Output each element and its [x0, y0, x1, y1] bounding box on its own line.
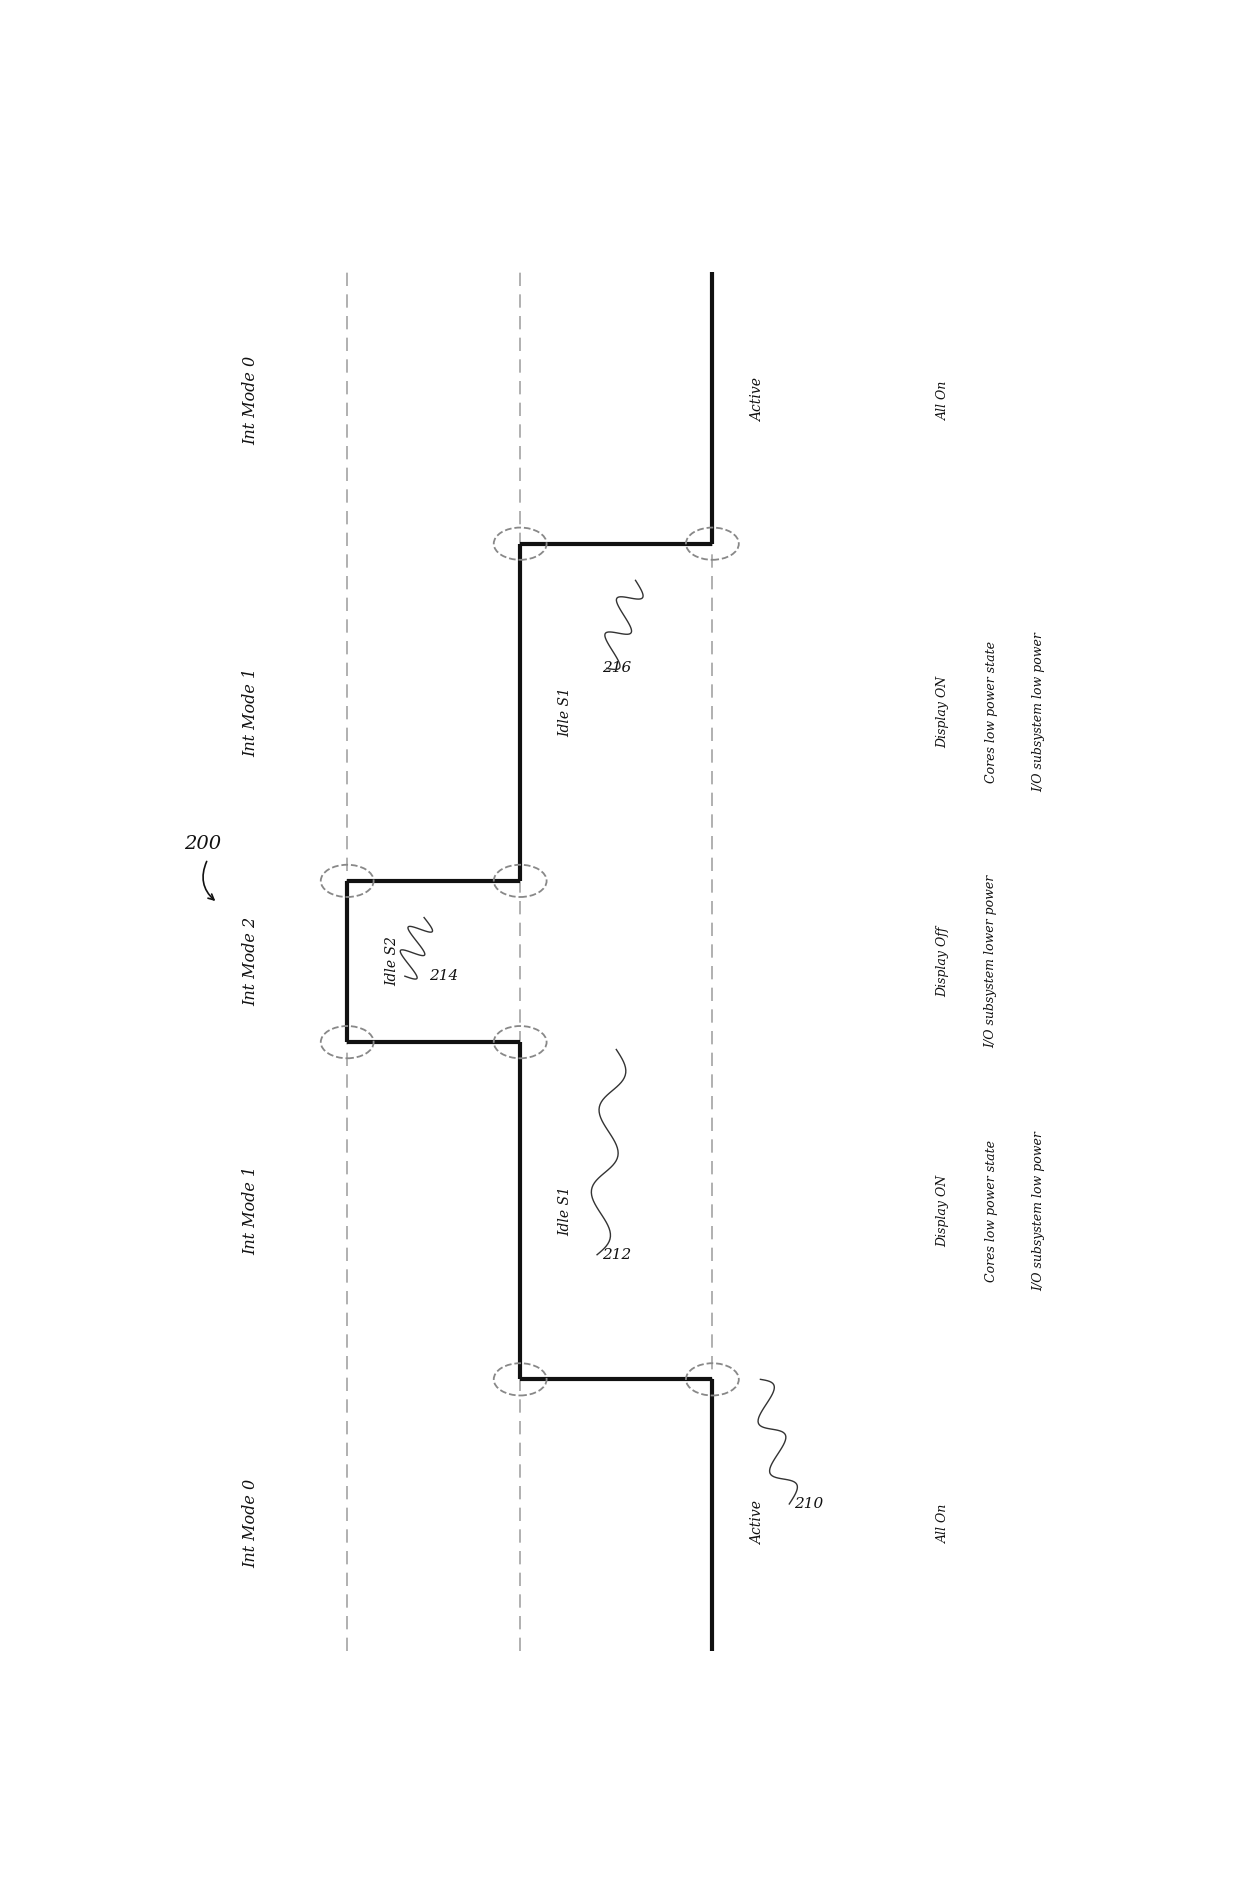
Text: Display ON: Display ON: [936, 1175, 950, 1247]
Text: Display ON: Display ON: [936, 676, 950, 748]
Text: Cores low power state: Cores low power state: [985, 642, 997, 783]
Text: All On: All On: [936, 381, 950, 419]
Text: Active: Active: [751, 1500, 765, 1544]
Text: Int Mode 1: Int Mode 1: [243, 1165, 259, 1255]
Text: Idle S2: Idle S2: [386, 937, 399, 986]
Text: 216: 216: [601, 661, 631, 676]
Text: Int Mode 1: Int Mode 1: [243, 668, 259, 758]
Text: 210: 210: [794, 1497, 823, 1512]
Text: I/O subsystem low power: I/O subsystem low power: [1033, 632, 1045, 792]
Text: All On: All On: [936, 1504, 950, 1542]
Text: Int Mode 2: Int Mode 2: [243, 918, 259, 1005]
Text: Active: Active: [751, 379, 765, 423]
Text: Idle S1: Idle S1: [558, 1186, 573, 1236]
Text: 214: 214: [429, 969, 458, 982]
Text: I/O subsystem lower power: I/O subsystem lower power: [985, 876, 997, 1047]
Text: Display Off: Display Off: [936, 925, 950, 998]
Text: Int Mode 0: Int Mode 0: [243, 1479, 259, 1567]
Text: Idle S1: Idle S1: [558, 687, 573, 737]
Text: Int Mode 0: Int Mode 0: [243, 356, 259, 444]
Text: I/O subsystem low power: I/O subsystem low power: [1033, 1131, 1045, 1291]
Text: 200: 200: [185, 836, 222, 853]
Text: 212: 212: [601, 1247, 631, 1262]
Text: Cores low power state: Cores low power state: [985, 1140, 997, 1281]
